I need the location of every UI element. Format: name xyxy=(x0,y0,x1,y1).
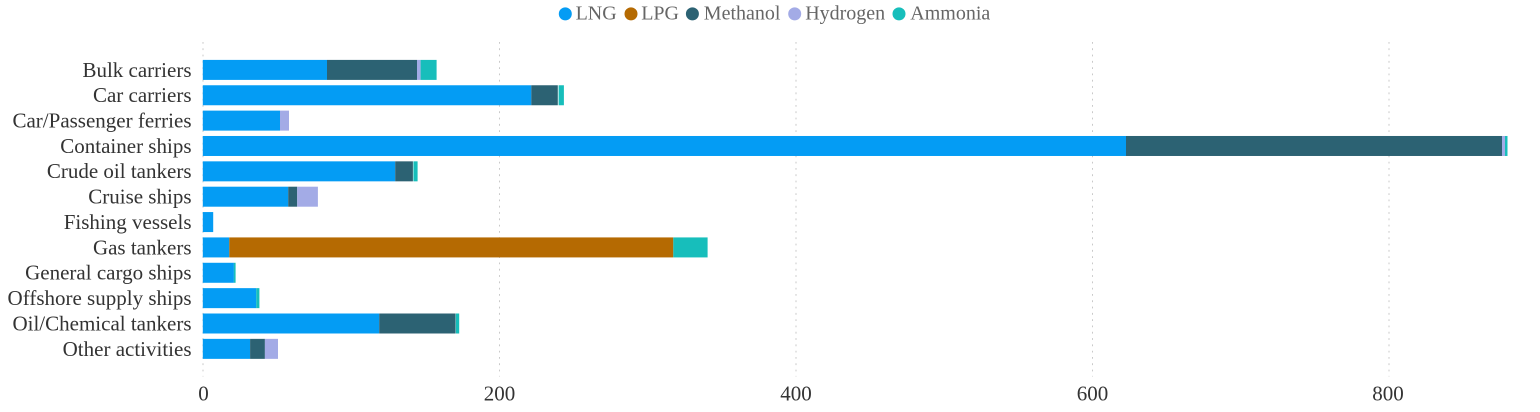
svg-text:Gas tankers: Gas tankers xyxy=(93,235,192,259)
svg-text:800: 800 xyxy=(1372,382,1404,406)
svg-text:200: 200 xyxy=(484,382,516,406)
svg-text:Hydrogen: Hydrogen xyxy=(805,3,885,25)
svg-text:0: 0 xyxy=(198,382,209,406)
svg-text:LPG: LPG xyxy=(641,3,679,25)
svg-text:Offshore supply ships: Offshore supply ships xyxy=(8,286,192,310)
svg-text:Cruise ships: Cruise ships xyxy=(88,185,191,209)
svg-text:400: 400 xyxy=(780,382,812,406)
svg-text:Car carriers: Car carriers xyxy=(93,83,192,107)
svg-text:Oil/Chemical tankers: Oil/Chemical tankers xyxy=(12,311,191,335)
svg-text:Crude oil tankers: Crude oil tankers xyxy=(47,159,192,183)
svg-text:LNG: LNG xyxy=(576,3,617,25)
svg-text:General cargo ships: General cargo ships xyxy=(25,261,191,285)
svg-text:Fishing vessels: Fishing vessels xyxy=(64,210,192,234)
svg-text:Bulk carriers: Bulk carriers xyxy=(82,58,191,82)
svg-text:Car/Passenger ferries: Car/Passenger ferries xyxy=(12,109,191,133)
svg-text:Container ships: Container ships xyxy=(60,134,191,158)
svg-text:Other activities: Other activities xyxy=(63,337,192,361)
svg-text:Methanol: Methanol xyxy=(704,3,781,25)
svg-text:600: 600 xyxy=(1077,382,1109,406)
svg-text:Ammonia: Ammonia xyxy=(910,3,990,25)
